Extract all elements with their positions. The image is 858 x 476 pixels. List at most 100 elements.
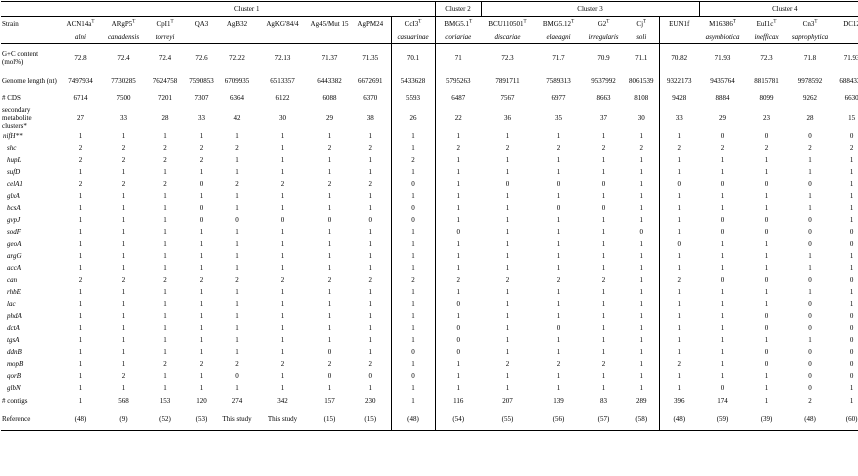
gene-copy-count: 1 <box>78 300 83 308</box>
contigs-row-value: 207 <box>502 397 513 405</box>
gene-copy-count: 0 <box>849 132 854 140</box>
gene-copy-count: 1 <box>601 192 606 200</box>
secondary-metabolite-row-value: 37 <box>600 114 607 122</box>
strain-name: Cj <box>636 20 644 28</box>
gene-copy-count: 1 <box>121 384 126 392</box>
gene-copy-count: 2 <box>764 144 769 152</box>
gene-copy-count: 1 <box>505 252 510 260</box>
gene-copy-count: 1 <box>368 348 373 356</box>
cds-row-value: 6370 <box>363 94 378 102</box>
cluster-4-header: Cluster 4 <box>698 1 858 17</box>
gene-copy-count: 0 <box>434 298 481 310</box>
gene-row: tgsA 1 1 1 1 1 1 1 1 1 0 1 1 1 1 1 1 1 1 0 <box>1 334 858 346</box>
gene-copy-count: 0 <box>808 372 812 380</box>
gene-copy-count: 2 <box>505 360 510 368</box>
gene-copy-count: 0 <box>556 180 561 188</box>
gene-row: qorB 1 2 1 1 0 1 0 0 0 1 1 1 1 1 1 1 1 0 0 <box>1 370 858 382</box>
gene-copy-count: 1 <box>808 264 812 272</box>
gene-copy-count: 1 <box>601 372 606 380</box>
reference-cell: (53) <box>185 408 218 431</box>
gene-copy-count: 1 <box>764 192 769 200</box>
gene-row: bcsA 1 1 1 0 1 1 1 1 0 1 1 0 0 1 1 1 1 1 1 <box>1 202 858 214</box>
gene-copy-count: 2 <box>808 144 812 152</box>
gc-content-row-value: 71.1 <box>635 54 648 62</box>
gene-copy-count: 2 <box>199 360 204 368</box>
species-name-cell: casuarinae <box>390 31 435 44</box>
gene-copy-count: 1 <box>639 180 644 188</box>
cds-row-value: 6122 <box>275 94 290 102</box>
gene-row: geoA 1 1 1 1 1 1 1 1 1 1 1 1 1 1 0 1 1 0 0 <box>1 238 858 250</box>
cds-row-value: 6364 <box>230 94 244 102</box>
gene-copy-count: 1 <box>505 228 510 236</box>
strain-name: EUN1f <box>669 20 690 28</box>
reference-cell: This study <box>256 408 309 431</box>
gene-copy-count: 1 <box>639 276 644 284</box>
gene-copy-count: 1 <box>368 312 373 320</box>
gene-copy-count: 1 <box>121 192 126 200</box>
gene-copy-count: 1 <box>163 192 167 200</box>
gc-content-row-value: 72.8 <box>74 54 87 62</box>
gene-copy-count: 1 <box>390 298 435 310</box>
gene-copy-count: 1 <box>235 252 239 260</box>
gene-copy-count: 1 <box>808 168 812 176</box>
gene-name: lac <box>7 300 16 308</box>
gene-copy-count: 1 <box>368 168 373 176</box>
gene-copy-count: 1 <box>390 382 435 394</box>
gene-copy-count: 1 <box>658 322 700 334</box>
gene-copy-count: 1 <box>658 370 700 382</box>
gene-copy-count: 1 <box>235 264 239 272</box>
gene-copy-count: 1 <box>163 312 167 320</box>
gene-copy-count: 1 <box>199 132 204 140</box>
gene-copy-count: 1 <box>601 216 606 224</box>
gene-copy-count: 1 <box>327 228 332 236</box>
gene-copy-count: 1 <box>163 252 167 260</box>
secondary-metabolite-row-value: 15 <box>848 114 856 122</box>
gene-copy-count: 1 <box>121 336 126 344</box>
gene-copy-count: 1 <box>849 300 854 308</box>
species-name-cell: coriariae <box>434 31 481 44</box>
gene-name: glxA <box>7 192 20 200</box>
contigs-row-value: 83 <box>600 397 607 405</box>
gene-copy-count: 1 <box>601 348 606 356</box>
gene-row: rhbE 1 1 1 1 1 1 1 1 1 1 1 1 1 1 1 1 1 1 1 <box>1 286 858 298</box>
cluster-1-header: Cluster 1 <box>59 1 435 17</box>
gene-copy-count: 1 <box>505 168 510 176</box>
gene-copy-count: 1 <box>720 360 725 368</box>
gene-copy-count: 1 <box>639 384 644 392</box>
gene-copy-count: 1 <box>601 312 606 320</box>
gene-row: nifH** 1 1 1 1 1 1 1 1 1 1 1 1 1 1 1 0 0 0 0 <box>1 130 858 142</box>
gene-copy-count: 1 <box>163 372 167 380</box>
gene-copy-count: 1 <box>368 252 373 260</box>
gene-name: celA1 <box>7 180 23 188</box>
reference-cell: (9) <box>102 408 145 431</box>
gene-copy-count: 1 <box>434 178 481 190</box>
strain-name-cell: G2T <box>583 16 624 31</box>
genome-length-row-value: 7891711 <box>495 77 520 85</box>
gene-copy-count: 1 <box>658 334 700 346</box>
secondary-metabolite-row-value: 28 <box>806 114 814 122</box>
gene-copy-count: 1 <box>390 286 435 298</box>
gene-row: accA 1 1 1 1 1 1 1 1 1 1 1 1 1 1 1 1 1 1 1 <box>1 262 858 274</box>
gene-copy-count: 1 <box>390 322 435 334</box>
gene-copy-count: 1 <box>434 214 481 226</box>
gc-content-row-value: 72.22 <box>229 54 245 62</box>
strain-row-label: Strain <box>1 16 59 31</box>
gene-copy-count: 1 <box>235 384 239 392</box>
gene-copy-count: 1 <box>390 250 435 262</box>
genome-length-row-value: 7730285 <box>111 77 136 85</box>
gene-copy-count: 1 <box>163 168 167 176</box>
gene-copy-count: 2 <box>280 360 285 368</box>
gene-copy-count: 0 <box>556 204 561 212</box>
gene-copy-count: 2 <box>121 144 126 152</box>
cds-row-value: 7500 <box>116 94 131 102</box>
strain-name: CcI3 <box>404 20 419 28</box>
gene-copy-count: 1 <box>434 250 481 262</box>
gene-copy-count: 1 <box>78 132 83 140</box>
gc-content-row-value: 71.37 <box>321 54 338 62</box>
reference-cell: (15) <box>350 408 391 431</box>
genome-length-row-value: 6884336 <box>839 77 858 85</box>
species-name-cell <box>309 31 350 44</box>
gene-copy-count: 1 <box>658 214 700 226</box>
genome-length-row-value: 7589313 <box>546 77 571 85</box>
